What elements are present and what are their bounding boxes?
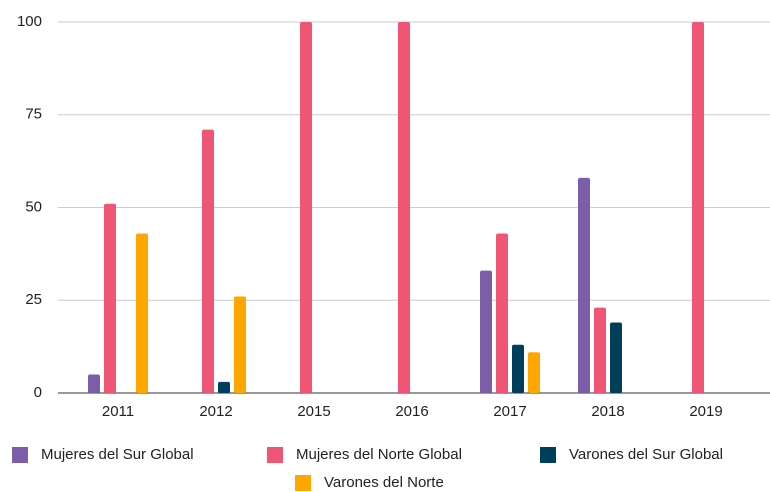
y-tick-label: 0 bbox=[34, 384, 42, 401]
y-tick-label: 75 bbox=[25, 106, 42, 123]
bar bbox=[234, 296, 246, 393]
x-tick-label: 2018 bbox=[591, 403, 624, 420]
bar bbox=[398, 22, 410, 393]
bar bbox=[88, 374, 100, 393]
x-tick-label: 2012 bbox=[199, 403, 232, 420]
x-tick-label: 2019 bbox=[689, 403, 722, 420]
bar bbox=[300, 22, 312, 393]
x-tick-label: 2011 bbox=[102, 403, 134, 420]
bar bbox=[594, 307, 606, 393]
x-tick-label: 2017 bbox=[493, 403, 526, 420]
legend-label: Varones del Norte bbox=[324, 474, 444, 491]
legend-swatch bbox=[540, 447, 556, 463]
bar bbox=[104, 203, 116, 393]
bar bbox=[692, 22, 704, 393]
bar bbox=[578, 177, 590, 393]
bar bbox=[496, 233, 508, 393]
y-tick-label: 50 bbox=[25, 198, 42, 215]
bar bbox=[610, 322, 622, 393]
bar bbox=[512, 344, 524, 393]
legend-label: Varones del Sur Global bbox=[569, 446, 723, 463]
y-tick-label: 25 bbox=[25, 291, 42, 308]
legend-label: Mujeres del Norte Global bbox=[296, 446, 462, 463]
y-tick-label: 100 bbox=[17, 13, 42, 30]
x-tick-label: 2015 bbox=[297, 403, 330, 420]
x-tick-label: 2016 bbox=[395, 403, 428, 420]
legend-label: Mujeres del Sur Global bbox=[41, 446, 194, 463]
legend-swatch bbox=[267, 447, 283, 463]
legend-swatch bbox=[295, 475, 311, 491]
legend-swatch bbox=[12, 447, 28, 463]
bar bbox=[528, 352, 540, 393]
bar bbox=[202, 129, 214, 393]
bar bbox=[136, 233, 148, 393]
bar bbox=[480, 270, 492, 393]
bar bbox=[218, 381, 230, 393]
